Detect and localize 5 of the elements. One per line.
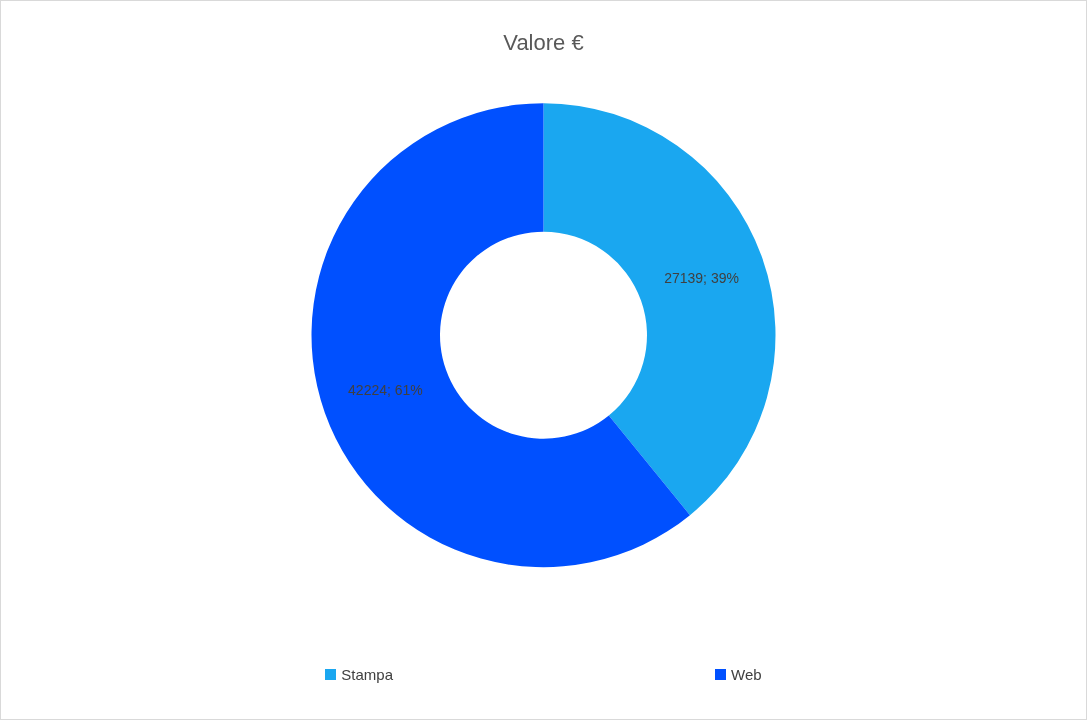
legend-label: Stampa — [341, 666, 394, 683]
data-label: 27139; 39% — [664, 269, 739, 286]
chart-title: Valore € — [503, 30, 584, 56]
data-label: 42224; 61% — [348, 382, 423, 399]
legend-label: Web — [731, 666, 762, 683]
